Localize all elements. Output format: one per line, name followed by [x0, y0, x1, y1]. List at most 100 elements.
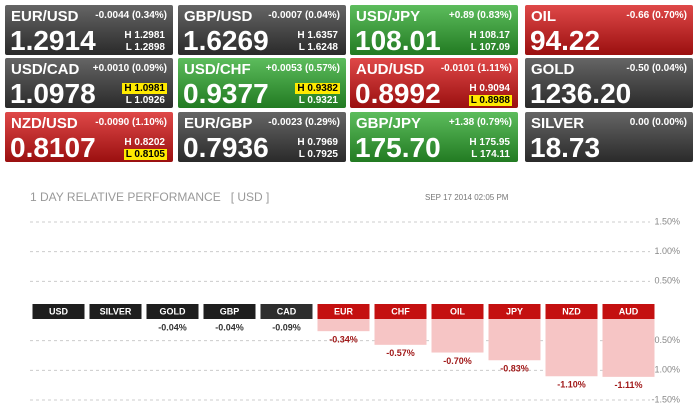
quote-tile: GBP/JPY +1.38 (0.79%) 175.70 H 175.95 L 174.…	[350, 112, 518, 162]
x-tick-label: NZD	[562, 306, 581, 316]
price: 0.9377	[183, 78, 269, 108]
high: H 0.9094	[469, 83, 510, 94]
change: 0.00 (0.00%)	[629, 117, 687, 128]
category-box	[488, 304, 541, 319]
value-label: -0.04%	[158, 322, 187, 332]
category-box	[317, 304, 370, 319]
value-label: -0.70%	[443, 356, 472, 366]
x-tick-label: SILVER	[100, 306, 132, 316]
low: L 0.8988	[468, 95, 512, 106]
quote-tile: GOLD -0.50 (0.04%) 1236.20	[525, 58, 693, 108]
quote-tile: SILVER 0.00 (0.00%) 18.73	[525, 112, 693, 162]
symbol: EUR/GBP	[184, 115, 253, 132]
symbol: GOLD	[531, 61, 575, 78]
change: -0.0101 (1.11%)	[440, 63, 512, 74]
y-tick-label: 1.00%	[654, 246, 680, 256]
change: +0.0010 (0.09%)	[92, 63, 167, 74]
change: -0.0044 (0.34%)	[95, 10, 167, 21]
price: 94.22	[530, 25, 601, 55]
change: +0.89 (0.83%)	[448, 10, 512, 21]
chart-title: 1 DAY RELATIVE PERFORMANCE [ USD ]	[30, 190, 269, 204]
quote-tile: EUR/GBP -0.0023 (0.29%) 0.7936 H 0.7969 L 0.…	[178, 112, 346, 162]
price: 108.01	[355, 25, 441, 55]
quote-tile: AUD/USD -0.0101 (1.11%) 0.8992 H 0.9094 L 0.…	[350, 58, 518, 108]
y-tick-label: 0.50%	[654, 276, 680, 286]
quote-tile: USD/JPY +0.89 (0.83%) 108.01 H 108.17 L 107.…	[350, 5, 518, 55]
high: H 0.7969	[297, 137, 338, 148]
quote-tile: NZD/USD -0.0090 (1.10%) 0.8107 H 0.8202 L 0.…	[5, 112, 173, 162]
symbol: AUD/USD	[356, 61, 425, 78]
y-tick-label: -0.50%	[651, 335, 680, 345]
bar	[488, 311, 541, 361]
value-label: -1.10%	[557, 380, 586, 390]
price: 0.7936	[183, 132, 269, 162]
price: 1.6269	[183, 25, 269, 55]
change: -0.0007 (0.04%)	[268, 10, 340, 21]
quote-tile: USD/CHF +0.0053 (0.57%) 0.9377 H 0.9382 L 0.…	[178, 58, 346, 108]
value-label: -0.83%	[500, 364, 529, 374]
x-tick-label: OIL	[450, 306, 466, 316]
price: 175.70	[355, 132, 441, 162]
category-box	[374, 304, 427, 319]
category-box	[32, 304, 85, 319]
x-tick-label: GOLD	[160, 306, 186, 316]
price: 1.2914	[10, 25, 96, 55]
value-label: -0.57%	[386, 348, 415, 358]
symbol: USD/JPY	[356, 8, 421, 25]
high: H 1.6357	[297, 30, 338, 41]
value-label: -0.09%	[272, 322, 301, 332]
change: +0.0053 (0.57%)	[265, 63, 340, 74]
x-tick-label: GBP	[220, 306, 240, 316]
x-tick-label: EUR	[334, 306, 354, 316]
bar	[602, 311, 655, 377]
symbol: SILVER	[531, 115, 585, 132]
price: 18.73	[530, 132, 601, 162]
change: -0.50 (0.04%)	[626, 63, 687, 74]
y-tick-label: -1.00%	[651, 365, 680, 375]
symbol: USD/CAD	[11, 61, 80, 78]
change: -0.0090 (1.10%)	[95, 117, 167, 128]
symbol: GBP/JPY	[356, 115, 422, 132]
category-box	[602, 304, 655, 319]
low: L 1.6248	[298, 42, 338, 53]
symbol: OIL	[531, 8, 556, 25]
high: H 1.0981	[122, 83, 167, 94]
change: -0.66 (0.70%)	[626, 10, 687, 21]
change: -0.0023 (0.29%)	[268, 117, 340, 128]
symbol: NZD/USD	[11, 115, 78, 132]
low: L 1.2898	[125, 42, 165, 53]
category-box	[431, 304, 484, 319]
value-label: -0.04%	[215, 322, 244, 332]
chart: 1 DAY RELATIVE PERFORMANCE [ USD ] SEP 1…	[30, 190, 680, 404]
symbol: USD/CHF	[184, 61, 251, 78]
low: L 107.09	[470, 42, 510, 53]
high: H 1.2981	[124, 30, 165, 41]
price: 1.0978	[10, 78, 96, 108]
x-tick-label: JPY	[506, 306, 523, 316]
category-box	[146, 304, 199, 319]
value-label: -1.11%	[614, 380, 642, 390]
y-tick-label: 1.50%	[654, 216, 680, 226]
y-tick-label: -1.50%	[651, 394, 680, 404]
category-box	[89, 304, 142, 319]
value-label: -0.34%	[329, 335, 358, 345]
x-tick-label: USD	[49, 306, 69, 316]
high: H 0.9382	[295, 83, 340, 94]
price: 0.8107	[10, 132, 96, 162]
chart-timestamp: SEP 17 2014 02:05 PM	[425, 193, 509, 202]
high: H 0.8202	[124, 137, 165, 148]
symbol: EUR/USD	[11, 8, 79, 25]
quote-tile: OIL -0.66 (0.70%) 94.22	[525, 5, 693, 55]
change: +1.38 (0.79%)	[448, 117, 512, 128]
bar	[545, 311, 598, 377]
low: L 174.11	[471, 149, 510, 160]
x-tick-label: CHF	[391, 306, 410, 316]
quote-tile: USD/CAD +0.0010 (0.09%) 1.0978 H 1.0981 L 1.…	[5, 58, 173, 108]
price: 0.8992	[355, 78, 441, 108]
quote-tile: EUR/USD -0.0044 (0.34%) 1.2914 H 1.2981 L 1.…	[5, 5, 173, 55]
price: 1236.20	[530, 78, 632, 108]
category-box	[545, 304, 598, 319]
category-box	[260, 304, 313, 319]
high: H 175.95	[469, 137, 510, 148]
